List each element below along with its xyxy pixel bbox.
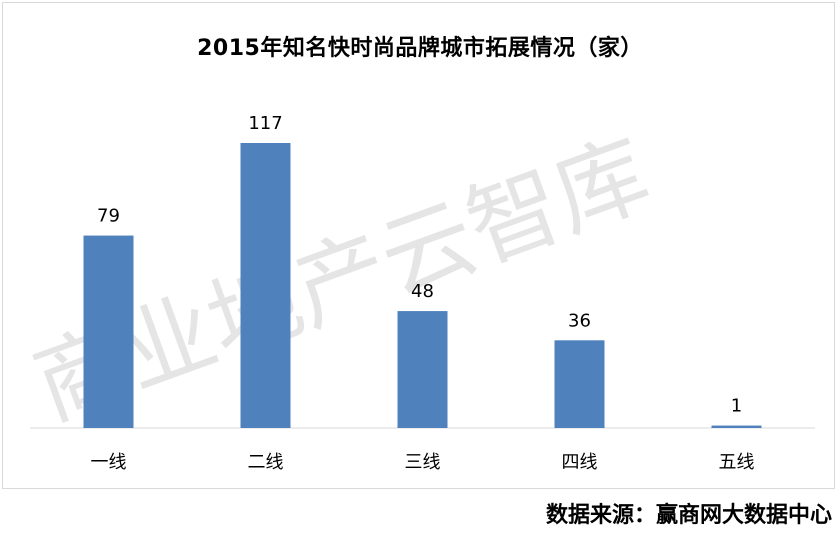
bar-5 bbox=[711, 425, 762, 428]
data-label-2: 117 bbox=[248, 113, 282, 134]
bar-3 bbox=[397, 311, 448, 428]
data-source-note: 数据来源：赢商网大数据中心 bbox=[545, 502, 832, 528]
data-label-3: 48 bbox=[411, 281, 434, 302]
chart-title: 2015年知名快时尚品牌城市拓展情况（家） bbox=[197, 36, 643, 61]
x-tick-label-1: 一线 bbox=[91, 452, 127, 473]
x-tick-label-3: 三线 bbox=[405, 452, 441, 473]
x-tick-label-5: 五线 bbox=[719, 452, 755, 473]
data-label-1: 79 bbox=[97, 206, 120, 227]
x-tick-label-2: 二线 bbox=[248, 452, 284, 473]
bar-chart: 79 一线 117 二线 48 三线 36 四线 1 五线 bbox=[30, 113, 815, 473]
bar-1 bbox=[83, 235, 134, 428]
data-label-4: 36 bbox=[568, 310, 591, 331]
bar-2 bbox=[240, 143, 291, 428]
bar-4 bbox=[554, 340, 605, 428]
x-tick-label-4: 四线 bbox=[562, 452, 598, 473]
data-label-5: 1 bbox=[731, 396, 742, 417]
